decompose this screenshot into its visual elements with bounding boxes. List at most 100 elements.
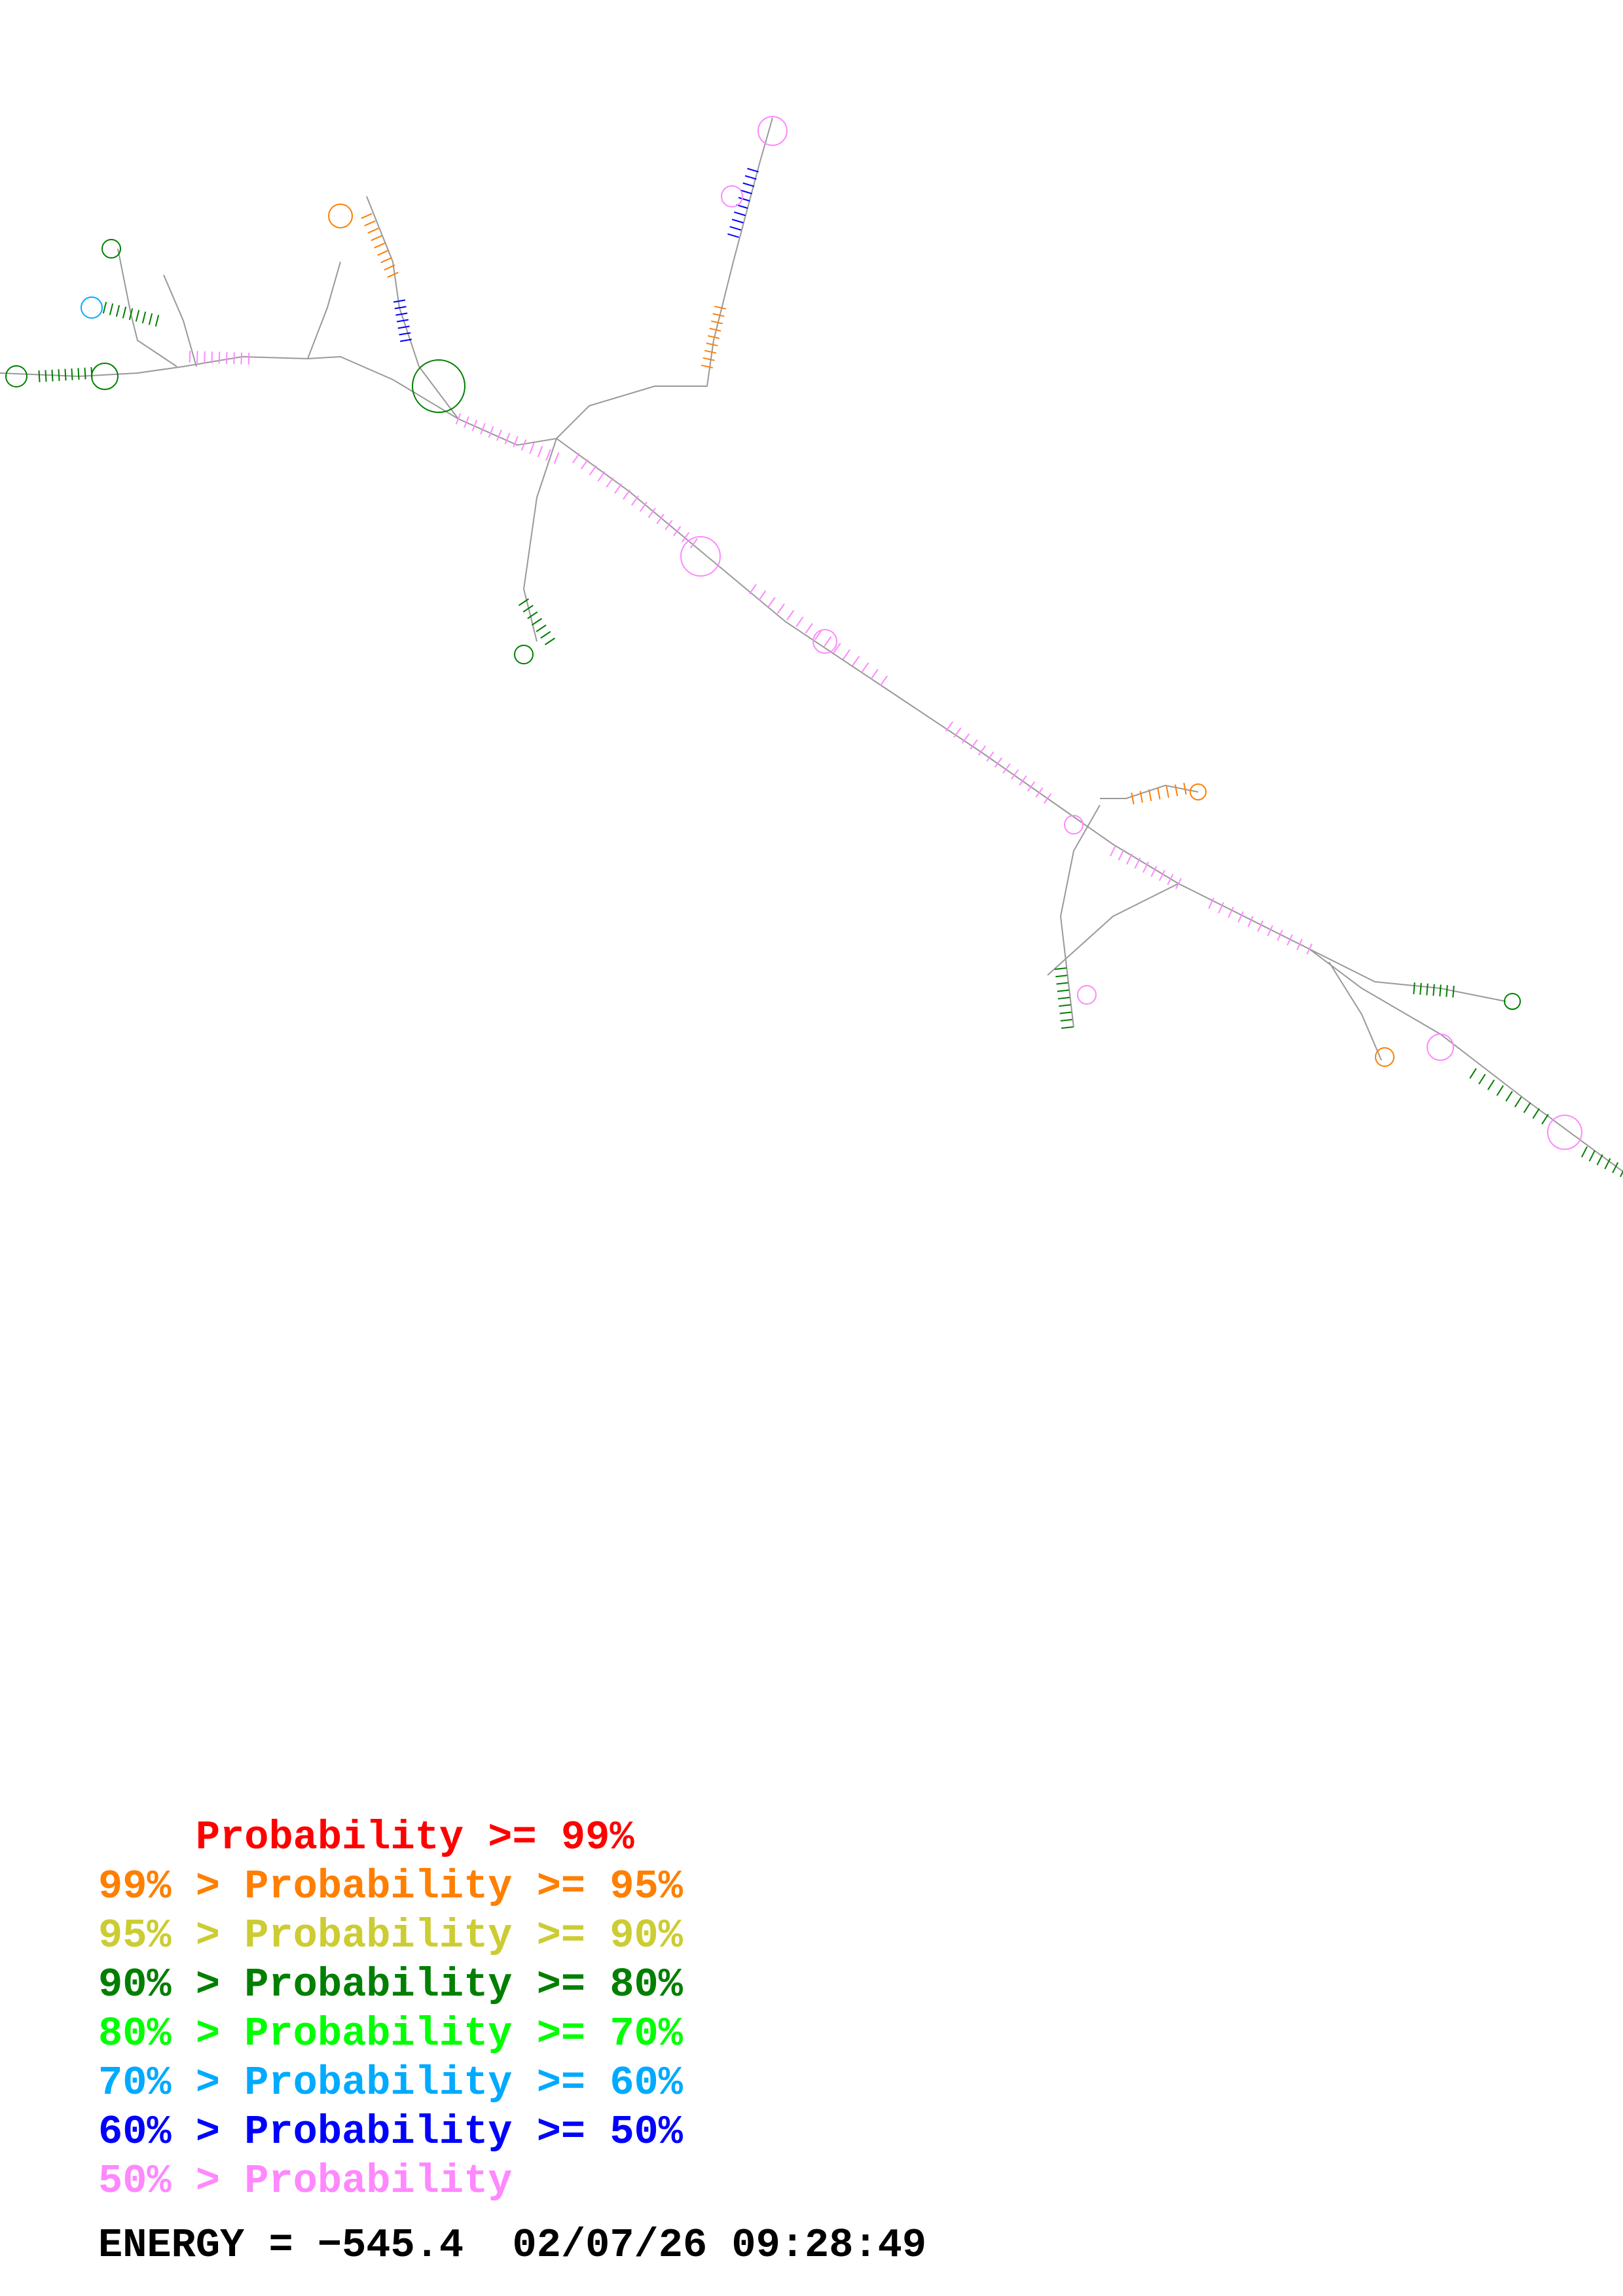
base-pair xyxy=(673,526,682,537)
base-pair xyxy=(522,605,534,613)
base-pair xyxy=(1588,1150,1596,1162)
loop xyxy=(101,239,121,259)
base-pair xyxy=(986,751,994,762)
base-pair xyxy=(1110,845,1116,857)
loop xyxy=(1064,815,1084,834)
legend-row: 70% > Probability >= 60% xyxy=(98,2058,683,2108)
base-pair xyxy=(1055,975,1068,978)
base-pair xyxy=(377,249,389,256)
base-pair xyxy=(1228,906,1234,918)
base-pair xyxy=(102,302,107,314)
base-pair xyxy=(580,459,589,470)
legend-label: Probability >= 80% xyxy=(244,1962,683,2008)
base-pair xyxy=(833,643,841,653)
base-pair xyxy=(128,308,134,320)
energy-value: −545.4 xyxy=(317,2222,464,2269)
base-pair xyxy=(504,433,511,444)
base-pair xyxy=(488,426,494,438)
base-pair xyxy=(1134,857,1141,869)
base-pair xyxy=(1596,1154,1603,1166)
rna-helices xyxy=(38,168,1623,1177)
base-pair xyxy=(371,235,382,242)
backbone-segment xyxy=(1047,883,1179,976)
base-pair xyxy=(1148,789,1152,802)
loop xyxy=(91,363,119,390)
loop xyxy=(721,185,743,207)
base-pair xyxy=(706,342,718,347)
loop xyxy=(412,359,465,413)
legend-row: 60% > Probability >= 50% xyxy=(98,2108,683,2157)
base-pair xyxy=(1218,902,1224,914)
base-pair xyxy=(740,189,752,194)
base-pair xyxy=(1496,1085,1504,1096)
base-pair xyxy=(399,338,412,342)
base-pair xyxy=(1059,1011,1072,1014)
base-pair xyxy=(572,453,581,463)
backbone-segment xyxy=(307,261,341,359)
backbone-segment xyxy=(117,248,177,367)
base-pair xyxy=(852,656,860,666)
base-pair xyxy=(1612,1162,1619,1174)
legend-row: 80% > Probability >= 70% xyxy=(98,2009,683,2058)
base-pair xyxy=(135,310,140,322)
legend-threshold: 99% > xyxy=(98,1863,245,1910)
base-pair xyxy=(639,501,647,512)
base-pair xyxy=(1286,934,1293,946)
legend-threshold: 70% > xyxy=(98,2060,245,2106)
base-pair xyxy=(734,211,746,217)
base-pair xyxy=(665,520,673,531)
base-pair xyxy=(1142,861,1149,873)
base-pair xyxy=(1175,784,1178,797)
base-pair xyxy=(527,611,538,619)
base-pair xyxy=(1118,849,1125,861)
base-pair xyxy=(614,483,623,494)
base-pair xyxy=(870,669,879,679)
base-pair xyxy=(1057,989,1069,992)
legend-row: 90% > Probability >= 80% xyxy=(98,1960,683,2009)
base-pair xyxy=(707,335,720,339)
legend-row: 95% > Probability >= 90% xyxy=(98,1911,683,1960)
legend-threshold: 60% > xyxy=(98,2109,245,2155)
base-pair xyxy=(1165,785,1169,798)
base-pair xyxy=(1267,925,1273,937)
base-pair xyxy=(977,745,987,756)
base-pair xyxy=(704,350,717,354)
base-pair xyxy=(1019,775,1027,786)
legend-label: Probability >= 50% xyxy=(244,2109,683,2155)
base-pair xyxy=(115,305,120,317)
base-pair xyxy=(204,351,206,363)
backbone-segment xyxy=(1100,784,1199,799)
base-pair xyxy=(84,367,86,380)
base-pair xyxy=(397,325,410,329)
base-pair xyxy=(623,489,631,500)
base-pair xyxy=(701,365,714,368)
base-pair xyxy=(714,306,727,310)
base-pair xyxy=(471,420,478,431)
base-pair xyxy=(464,416,469,428)
base-pair xyxy=(553,452,560,464)
base-pair xyxy=(606,477,614,488)
base-pair xyxy=(536,624,547,632)
base-pair xyxy=(396,319,409,323)
base-pair xyxy=(387,272,399,278)
base-pair xyxy=(155,315,160,327)
base-pair xyxy=(795,617,804,627)
base-pair xyxy=(1043,793,1052,804)
base-pair xyxy=(45,370,47,382)
base-pair xyxy=(994,757,1003,768)
base-pair xyxy=(384,264,395,271)
legend-label: Probability >= 60% xyxy=(244,2060,683,2106)
base-pair xyxy=(1446,985,1448,997)
base-pair xyxy=(196,351,198,363)
base-pair xyxy=(513,436,519,448)
base-pair xyxy=(749,584,757,594)
base-pair xyxy=(805,623,813,634)
base-pair xyxy=(1620,1170,1623,1177)
base-pair xyxy=(520,439,527,451)
legend-threshold: 95% > xyxy=(98,1912,245,1959)
base-pair xyxy=(1139,791,1143,803)
base-pair xyxy=(589,465,597,476)
base-pair xyxy=(455,413,462,425)
base-pair xyxy=(537,446,543,457)
base-pair xyxy=(647,507,656,518)
